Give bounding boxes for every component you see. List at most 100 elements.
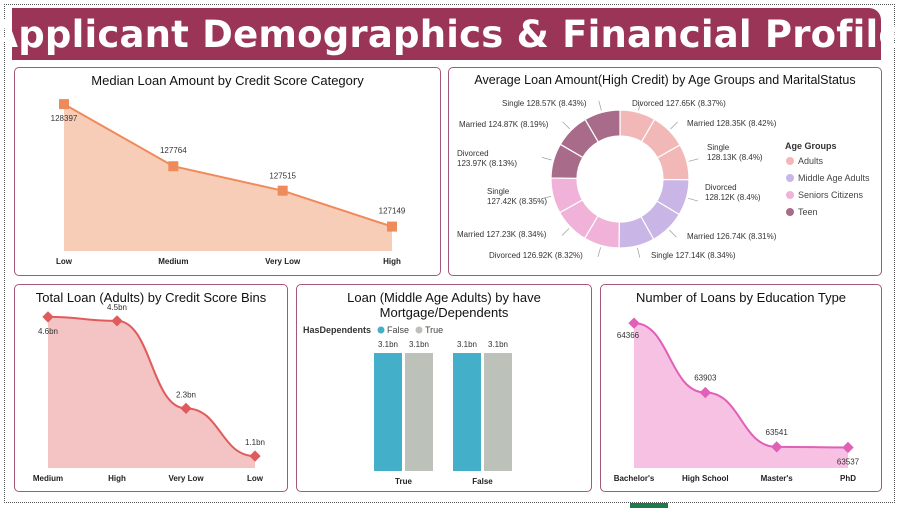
slice-label: Divorced 128.12K (8.4%) [705,183,761,202]
legend-item: Adults [798,156,824,166]
x-tick-label: Bachelor's [614,474,655,483]
education-chart[interactable]: 64366 Bachelor's 63903 High School 63541 Mast… [601,285,882,492]
avg-loan-title: Average Loan Amount(High Credit) by Age … [474,73,856,87]
education-card[interactable]: Number of Loans by Education Type 64366 B… [600,284,882,492]
data-label: 4.6bn [38,327,58,336]
loan-middle-chart[interactable]: HasDependents False True 3.1bn 3.1bn True 3.1b… [297,285,592,492]
median-loan-title: Median Loan Amount by Credit Score Categ… [91,73,364,88]
legend-item: Seniors Citizens [798,190,864,200]
slice-label: Divorced 127.65K (8.37%) [632,99,726,108]
bar-true-true [405,353,433,471]
leader-line [638,100,642,111]
data-point-low [249,450,261,462]
legend-title: Age Groups [785,141,837,151]
data-label: 64366 [617,331,640,340]
leader-line [541,156,552,161]
data-label: 2.3bn [176,390,196,399]
loan-middle-title: Loan (Middle Age Adults) by have Mortgag… [347,290,541,320]
slice-label: Divorced 123.97K (8.13%) [457,149,517,168]
x-tick-label: High [383,257,401,266]
x-tick-label: Medium [158,257,188,266]
donut-slice [584,109,621,143]
x-tick-label: Master's [761,474,794,483]
bar-label: 3.1bn [488,340,508,349]
loan-middle-card[interactable]: Loan (Middle Age Adults) by have Mortgag… [296,284,592,492]
data-point-high [387,221,397,232]
data-label: 128397 [51,114,78,123]
slice-label: Married 127.23K (8.34%) [457,230,547,239]
area-fill [48,316,255,468]
x-tick-label: Low [247,474,264,483]
x-tick-label: High [108,474,126,483]
x-tick-label: Very Low [265,257,301,266]
slice-label: Single 127.14K (8.34%) [651,251,736,260]
avg-loan-card[interactable]: Average Loan Amount(High Credit) by Age … [448,67,882,276]
tab-indicator [630,503,668,508]
leader-line [597,247,601,258]
data-label: 63541 [766,428,789,437]
bar-true-false [484,353,512,471]
leader-line [688,158,699,162]
leader-line [562,121,570,130]
leader-line [561,228,570,236]
slice-label: Married 124.87K (8.19%) [459,120,549,129]
data-label: 127149 [379,207,406,216]
legend-item: Middle Age Adults [798,173,870,183]
legend-item: True [425,325,443,335]
bar-label: 3.1bn [457,340,477,349]
legend-swatch [786,208,794,216]
x-tick-label: True [395,477,412,486]
median-loan-card[interactable]: Median Loan Amount by Credit Score Categ… [14,67,441,276]
x-tick-label: PhD [840,474,856,483]
x-tick-label: False [472,477,493,486]
legend-swatch [786,174,794,182]
data-label: 127515 [269,172,296,181]
data-point-very-low [277,185,288,196]
leader-line [541,195,552,200]
education-title: Number of Loans by Education Type [635,290,847,305]
bar-false-true [374,353,402,471]
legend-item: False [387,325,409,335]
slice-label: Single 128.13K (8.4%) [707,143,763,162]
area-fill [64,104,392,251]
leader-line [669,229,677,238]
legend-item: Teen [798,207,818,217]
page-title: Applicant Demographics & Financial Profi… [0,12,901,56]
series-line [63,103,393,228]
leader-line [688,197,699,202]
series-line [633,322,849,449]
series-line [47,315,256,458]
data-label: 63537 [837,457,860,466]
total-loan-title: Total Loan (Adults) by Credit Score Bins [35,290,267,305]
data-label: 1.1bn [245,438,265,447]
dashboard-frame [4,4,895,503]
title-banner: Applicant Demographics & Financial Profi… [0,8,901,60]
x-tick-label: Medium [33,474,63,483]
area-fill [634,323,848,468]
slice-label: Single 127.42K (8.35%) [487,187,547,206]
x-tick-label: Low [56,257,73,266]
median-loan-chart[interactable]: 128397 Low 127764 Medium 127515 Very Low 12714… [15,68,441,276]
data-label: 127764 [160,146,187,155]
data-point-low [59,99,69,110]
data-label: 4.5bn [107,303,127,312]
x-tick-label: Very Low [168,474,204,483]
avg-loan-donut-chart[interactable]: Divorced 127.65K (8.37%) Married 128.35K … [449,68,882,276]
leader-line [670,121,678,130]
legend-swatch [786,191,794,199]
slice-label: Divorced 126.92K (8.32%) [489,251,583,260]
bar-label: 3.1bn [378,340,398,349]
slice-label: Married 126.74K (8.31%) [687,232,777,241]
total-loan-card[interactable]: Total Loan (Adults) by Credit Score Bins… [14,284,288,492]
leader-line [637,247,641,258]
total-loan-chart[interactable]: 4.6bn Medium 4.5bn High 2.3bn Very Low 1.1bn Lo… [15,285,288,492]
data-point-medium [168,161,179,172]
bar-false-false [453,353,481,471]
slice-label: Single 128.57K (8.43%) [502,99,587,108]
legend-swatch [377,326,385,334]
legend-swatch [415,326,423,334]
data-label: 63903 [694,374,717,383]
slice-label: Married 128.35K (8.42%) [687,119,777,128]
leader-line [598,100,602,111]
x-tick-label: High School [682,474,729,483]
